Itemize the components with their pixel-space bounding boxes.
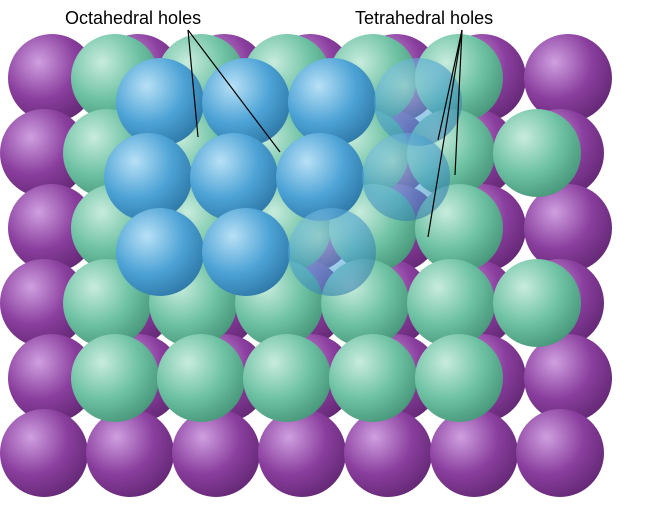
purple-layer-sphere [86,409,174,497]
green-layer-sphere [157,334,245,422]
blue-layer-sphere [276,133,364,221]
green-layer-sphere [243,334,331,422]
blue-layer-sphere [288,58,376,146]
purple-layer-sphere [0,409,88,497]
label-octahedral: Octahedral holes [65,8,201,29]
label-tetrahedral: Tetrahedral holes [355,8,493,29]
blue-layer-sphere [116,208,204,296]
blue-transparent-layer-sphere [288,208,376,296]
green-layer-sphere [415,334,503,422]
purple-layer-sphere [516,409,604,497]
blue-layer-sphere [202,208,290,296]
green-layer-sphere [493,259,581,347]
blue-layer-sphere [190,133,278,221]
green-layer-sphere [493,109,581,197]
diagram-canvas: Octahedral holes Tetrahedral holes [0,0,650,509]
blue-transparent-layer-sphere [362,133,450,221]
green-layer-sphere [71,334,159,422]
blue-layer-sphere [116,58,204,146]
blue-transparent-layer-sphere [374,58,462,146]
blue-layer-sphere [104,133,192,221]
purple-layer-sphere [344,409,432,497]
purple-layer-sphere [258,409,346,497]
purple-layer-sphere [172,409,260,497]
green-layer-sphere [329,334,417,422]
purple-layer-sphere [430,409,518,497]
blue-layer-sphere [202,58,290,146]
